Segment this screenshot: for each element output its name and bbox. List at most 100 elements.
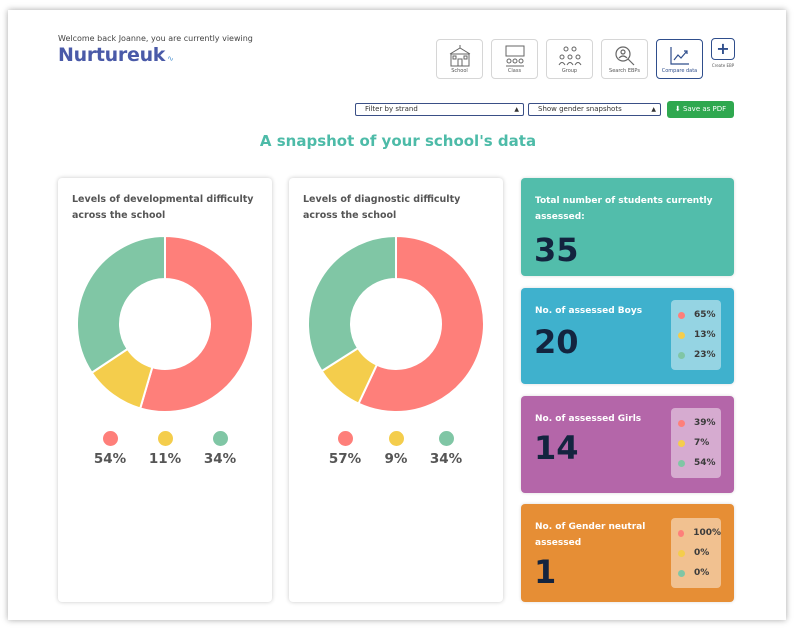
breakdown-value: 100%	[693, 528, 721, 538]
welcome-text: Welcome back Joanne, you are currently v…	[58, 34, 253, 43]
nav-label: Search EBPs	[609, 68, 640, 74]
gender-snapshot-select[interactable]: Show gender snapshots ▲︎	[528, 103, 661, 116]
legend-value: 34%	[429, 451, 463, 467]
gender-neutral-card: No. of Gender neutral assessed 1 100% 0%…	[521, 504, 734, 602]
breakdown-dot-green	[678, 459, 685, 467]
create-ebp-button[interactable]: +	[711, 38, 735, 60]
group-icon	[558, 46, 581, 66]
breakdown-row: 100%	[678, 523, 721, 543]
nav-class-button[interactable]: Class	[491, 39, 538, 79]
legend-value: 54%	[93, 451, 127, 467]
boys-card: No. of assessed Boys 20 65% 13% 23%	[521, 288, 734, 384]
breakdown-row: 7%	[678, 433, 721, 453]
slice-red[interactable]	[138, 235, 254, 413]
stat-title: No. of Gender neutral assessed	[535, 522, 646, 548]
breakdown-dot-green	[678, 351, 685, 359]
legend-dot-yellow	[157, 431, 173, 446]
stat-value: 14	[534, 429, 579, 467]
legend-value: 34%	[203, 451, 237, 467]
chart-title: Levels of developmental difficulty acros…	[72, 194, 254, 221]
select-value: Show gender snapshots	[538, 105, 622, 113]
legend-dot-yellow	[388, 431, 404, 446]
select-arrows-icon: ▲︎	[514, 106, 519, 113]
total-students-card: Total number of students currently asses…	[521, 178, 734, 276]
legend-dot-red	[102, 431, 118, 446]
save-pdf-button[interactable]: ⬇ Save as PDF	[667, 101, 734, 118]
girls-card: No. of assessed Girls 14 39% 7% 54%	[521, 396, 734, 493]
nav-school-button[interactable]: School	[436, 39, 483, 79]
nav-compare-data-button[interactable]: Compare data	[656, 39, 703, 79]
legend-value: 11%	[148, 451, 182, 467]
breakdown-row: 0%	[678, 563, 721, 583]
legend-dot-green	[438, 431, 454, 446]
select-value: Filter by strand	[365, 105, 418, 113]
breakdown-value: 0%	[694, 568, 710, 578]
breakdown-value: 0%	[694, 548, 710, 558]
stat-value: 1	[534, 553, 557, 591]
developmental-difficulty-card: Levels of developmental difficulty acros…	[58, 178, 272, 602]
select-arrows-icon: ▲︎	[651, 106, 656, 113]
legend-item: 57%	[315, 431, 375, 467]
plus-icon: +	[716, 39, 730, 58]
developmental-donut-chart	[76, 235, 254, 413]
nav-group-button[interactable]: Group	[546, 39, 593, 79]
breakdown-row: 0%	[678, 543, 721, 563]
breakdown-row: 54%	[678, 453, 721, 473]
diagnostic-difficulty-card: Levels of diagnostic difficulty across t…	[289, 178, 503, 602]
page-title: A snapshot of your school's data	[259, 132, 537, 150]
legend-value: 9%	[384, 451, 408, 467]
legend-dot-red	[337, 431, 353, 446]
legend-item: 9%	[366, 431, 426, 467]
save-pdf-label: Save as PDF	[682, 105, 727, 113]
breakdown-value: 65%	[694, 310, 716, 320]
breakdown-dot-red	[678, 311, 685, 319]
breakdown-dot-red	[678, 419, 685, 427]
breakdown-row: 39%	[678, 413, 721, 433]
breakdown-value: 13%	[694, 330, 716, 340]
legend-item: 11%	[135, 431, 195, 467]
gender-breakdown: 100% 0% 0%	[671, 518, 721, 588]
gender-breakdown: 39% 7% 54%	[671, 408, 721, 478]
breakdown-dot-yellow	[678, 439, 685, 447]
brand-swoosh-icon: ∿	[167, 54, 174, 63]
download-icon: ⬇	[674, 105, 681, 113]
stat-value: 20	[534, 323, 579, 361]
legend-dot-green	[212, 431, 228, 446]
breakdown-row: 23%	[678, 345, 721, 365]
legend-value: 57%	[328, 451, 362, 467]
legend-item: 34%	[190, 431, 250, 467]
slice-red[interactable]	[357, 235, 485, 413]
nav-label: Compare data	[661, 68, 698, 74]
stat-title: No. of assessed Girls	[535, 414, 642, 424]
breakdown-value: 54%	[694, 458, 716, 468]
stat-title: Total number of students currently asses…	[535, 196, 713, 222]
breakdown-dot-yellow	[678, 331, 685, 339]
nav-search-ebps-button[interactable]: Search EBPs	[601, 39, 648, 79]
breakdown-value: 39%	[694, 418, 716, 428]
gender-breakdown: 65% 13% 23%	[671, 300, 721, 370]
slice-green[interactable]	[76, 235, 166, 375]
chart-title: Levels of diagnostic difficulty across t…	[303, 194, 461, 221]
nav-label: Class	[507, 68, 522, 74]
brand-name: Nurtureuk	[58, 44, 166, 66]
compare-chart-icon	[669, 47, 689, 65]
breakdown-row: 65%	[678, 305, 721, 325]
breakdown-row: 13%	[678, 325, 721, 345]
breakdown-value: 23%	[694, 350, 716, 360]
create-ebp-label: Create EBP	[711, 63, 735, 68]
stat-value: 35	[534, 231, 579, 269]
filter-strand-select[interactable]: Filter by strand ▲︎	[355, 103, 524, 116]
search-icon	[614, 46, 634, 66]
class-icon	[505, 45, 524, 67]
breakdown-dot-yellow	[678, 549, 685, 557]
breakdown-dot-green	[678, 569, 685, 577]
stat-title: No. of assessed Boys	[535, 306, 643, 316]
legend-item: 34%	[416, 431, 476, 467]
breakdown-dot-red	[678, 529, 685, 537]
slice-green[interactable]	[307, 235, 397, 373]
nav-label: Group	[561, 68, 578, 74]
breakdown-value: 7%	[694, 438, 710, 448]
school-icon	[449, 45, 470, 67]
nav-label: School	[451, 68, 468, 74]
legend-item: 54%	[80, 431, 140, 467]
